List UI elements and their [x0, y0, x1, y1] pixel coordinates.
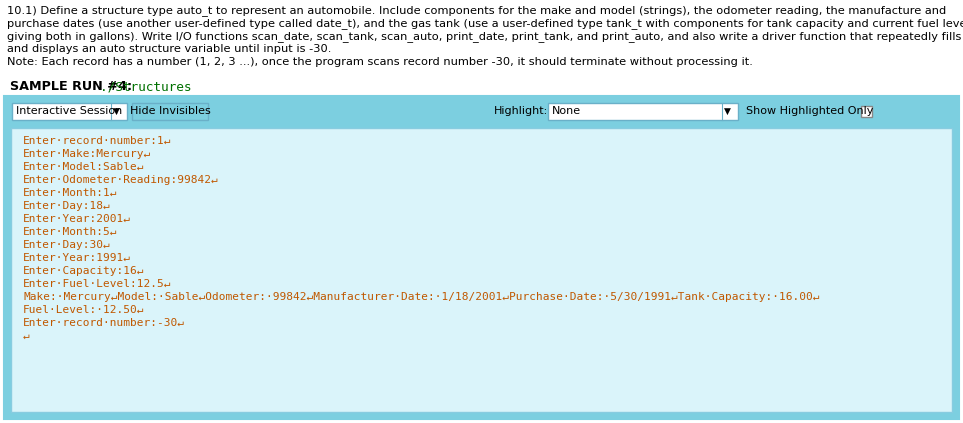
- FancyBboxPatch shape: [11, 128, 952, 412]
- Text: ↵: ↵: [23, 331, 30, 341]
- Text: Enter·Model:Sable↵: Enter·Model:Sable↵: [23, 162, 144, 172]
- Text: Highlight:: Highlight:: [494, 106, 548, 116]
- Text: Enter·Odometer·Reading:99842↵: Enter·Odometer·Reading:99842↵: [23, 175, 219, 185]
- Text: 10.1) Define a structure type auto_t to represent an automobile. Include compone: 10.1) Define a structure type auto_t to …: [7, 5, 947, 16]
- Text: Enter·Month:5↵: Enter·Month:5↵: [23, 227, 117, 237]
- FancyBboxPatch shape: [4, 96, 959, 126]
- Text: ./Structures: ./Structures: [100, 80, 192, 93]
- Text: Enter·Capacity:16↵: Enter·Capacity:16↵: [23, 266, 144, 276]
- Text: Enter·Year:1991↵: Enter·Year:1991↵: [23, 253, 131, 263]
- Text: and displays an auto structure variable until input is -30.: and displays an auto structure variable …: [7, 44, 331, 54]
- FancyBboxPatch shape: [861, 105, 872, 116]
- FancyBboxPatch shape: [132, 102, 208, 120]
- Text: purchase dates (use another user-defined type called date_t), and the gas tank (: purchase dates (use another user-defined…: [7, 18, 963, 29]
- Text: ▼: ▼: [113, 107, 119, 115]
- Text: Hide Invisibles: Hide Invisibles: [130, 106, 210, 116]
- Text: ▼: ▼: [724, 107, 731, 115]
- FancyBboxPatch shape: [4, 96, 959, 419]
- Text: giving both in gallons). Write I/O functions scan_date, scan_tank, scan_auto, pr: giving both in gallons). Write I/O funct…: [7, 31, 961, 42]
- Text: Show Highlighted Only: Show Highlighted Only: [746, 106, 873, 116]
- Text: None: None: [552, 106, 581, 116]
- Text: Enter·Year:2001↵: Enter·Year:2001↵: [23, 214, 131, 224]
- Text: SAMPLE RUN #4:: SAMPLE RUN #4:: [10, 80, 137, 93]
- Text: Enter·Make:Mercury↵: Enter·Make:Mercury↵: [23, 149, 151, 159]
- Text: Enter·Day:30↵: Enter·Day:30↵: [23, 240, 111, 250]
- Text: Enter·record·number:-30↵: Enter·record·number:-30↵: [23, 318, 185, 328]
- FancyBboxPatch shape: [12, 102, 127, 120]
- FancyBboxPatch shape: [548, 102, 738, 120]
- Text: Enter·record·number:1↵: Enter·record·number:1↵: [23, 136, 171, 146]
- Text: Enter·Month:1↵: Enter·Month:1↵: [23, 188, 117, 198]
- Text: Fuel·Level:·12.50↵: Fuel·Level:·12.50↵: [23, 305, 144, 315]
- Text: Enter·Fuel·Level:12.5↵: Enter·Fuel·Level:12.5↵: [23, 279, 171, 289]
- Text: Interactive Session: Interactive Session: [16, 106, 122, 116]
- Text: Make:·Mercury↵Model:·Sable↵Odometer:·99842↵Manufacturer·Date:·1/18/2001↵Purchase: Make:·Mercury↵Model:·Sable↵Odometer:·998…: [23, 292, 820, 302]
- Text: Note: Each record has a number (1, 2, 3 ...), once the program scans record numb: Note: Each record has a number (1, 2, 3 …: [7, 57, 753, 67]
- Text: Enter·Day:18↵: Enter·Day:18↵: [23, 201, 111, 211]
